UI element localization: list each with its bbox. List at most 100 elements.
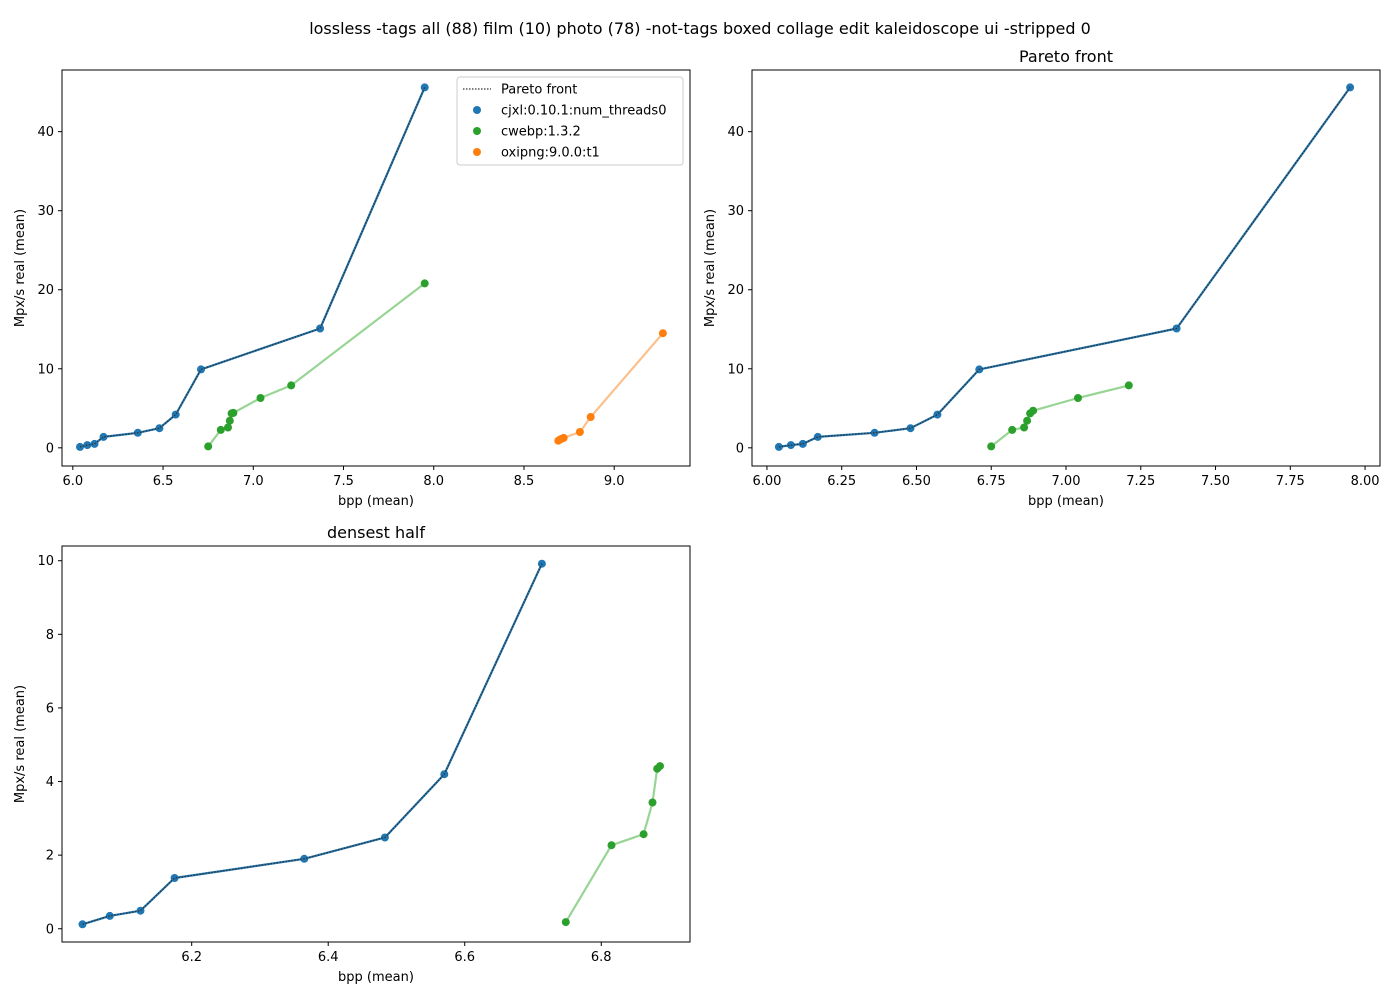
data-point [224,423,232,432]
legend-label: cwebp:1.3.2 [501,125,581,140]
y-tick-label: 2 [46,849,54,864]
data-point [216,425,225,434]
y-tick-label: 30 [37,204,54,219]
data-point [225,416,234,425]
x-tick-label: 8.0 [423,474,444,489]
data-point [607,841,616,850]
data-point [561,918,570,927]
legend-label: Pareto front [501,83,577,98]
y-tick-label: 4 [46,775,54,790]
series-line [557,332,664,442]
panel-title: Pareto front [1019,47,1113,66]
x-tick-label: 8.00 [1351,474,1380,489]
x-tick-label: 6.4 [318,950,339,965]
y-axis-label: Mpx/s real (mean) [13,685,28,803]
x-tick-label: 8.5 [514,474,535,489]
y-tick-label: 6 [46,701,54,716]
legend-label: cjxl:0.10.1:num_threads0 [501,104,666,119]
data-point [658,329,667,338]
y-tick-label: 20 [727,283,744,298]
data-point [575,428,584,436]
y-tick-label: 10 [727,362,744,377]
axes-frame [751,69,1381,467]
legend-label: oxipng:9.0.0:t1 [501,146,600,161]
data-point [105,911,114,920]
x-tick-label: 6.25 [827,474,856,489]
series-line [207,282,426,448]
data-point [197,365,205,374]
series-line [82,563,543,926]
panel-1: 6.0 6.5 7.0 7.5 8.0 8.5 9.0 0 10 20 30 40 bpp (mean)… [13,69,691,509]
data-point [933,410,942,419]
y-tick-label: 10 [37,554,54,569]
data-point [1124,381,1133,390]
x-tick-label: 7.75 [1276,474,1305,489]
x-tick-label: 7.25 [1126,474,1155,489]
data-point [1023,416,1032,425]
data-point [1029,406,1038,415]
figure-suptitle: lossless -tags all (88) film (10) photo … [309,19,1091,38]
series-line [778,86,1351,448]
x-tick-label: 7.0 [243,474,264,489]
legend: Pareto front cjxl:0.10.1:num_threads0cweb… [456,76,684,166]
data-point [204,442,213,451]
data-point [1074,394,1082,402]
data-point [316,324,325,333]
x-tick-label: 7.50 [1201,474,1230,489]
data-point [90,439,99,448]
y-tick-label: 0 [46,922,54,937]
data-point [639,830,648,839]
data-point [170,874,179,882]
x-tick-label: 6.6 [454,950,475,965]
data-point [420,83,429,92]
panel-2: 6.00 6.25 6.50 6.75 7.00 7.25 7.50 7.75 8.00 0 10 2… [703,47,1381,509]
x-axis-label: bpp (mean) [338,970,414,985]
data-point [136,906,145,915]
pareto-front-line [79,87,426,448]
axes-frame [61,69,691,467]
y-tick-label: 10 [37,362,54,377]
data-point [586,413,595,421]
pareto-front-line [82,563,543,925]
y-tick-label: 0 [46,441,54,456]
data-point [656,762,664,771]
data-point [648,798,657,807]
data-point [1008,425,1017,434]
data-point [99,432,108,441]
data-point [287,381,296,390]
data-point [155,424,164,433]
series-line [990,384,1130,448]
series-line [79,86,426,448]
x-tick-label: 6.00 [752,474,781,489]
y-tick-label: 30 [727,204,744,219]
legend-box [456,76,684,166]
data-point [813,432,822,441]
x-tick-label: 6.8 [591,950,612,965]
pareto-front-line [778,87,1351,448]
y-axis-label: Mpx/s real (mean) [703,209,718,327]
x-tick-label: 9.0 [604,474,625,489]
data-point [256,394,265,402]
data-point [987,442,996,451]
x-tick-label: 6.50 [902,474,931,489]
y-tick-label: 20 [37,283,54,298]
x-tick-label: 6.75 [977,474,1006,489]
axes-frame [61,545,691,943]
x-tick-label: 7.5 [333,474,354,489]
panel-3: 6.2 6.4 6.6 6.8 0 2 4 6 8 10 bpp (mean) Mpx/s real … [13,523,691,985]
data-point [1020,423,1029,432]
data-point [559,433,568,442]
y-tick-label: 40 [727,125,744,140]
x-axis-label: bpp (mean) [1028,494,1104,509]
legend-marker [473,127,481,135]
x-tick-label: 7.00 [1052,474,1081,489]
data-point [906,424,915,433]
data-point [229,408,238,417]
x-tick-label: 6.0 [62,474,83,489]
y-tick-label: 8 [46,628,54,643]
x-tick-label: 6.5 [153,474,174,489]
data-point [83,441,92,450]
x-axis-label: bpp (mean) [338,494,414,509]
